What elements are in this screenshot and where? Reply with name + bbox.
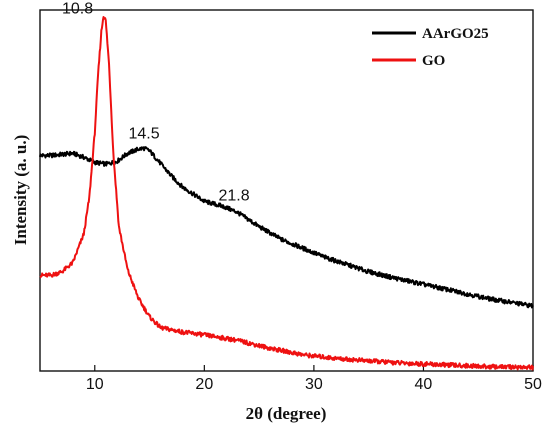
x-axis-title: 2θ (degree) bbox=[246, 404, 327, 423]
x-tick-label: 50 bbox=[524, 376, 542, 393]
peak-label: 21.8 bbox=[218, 188, 249, 205]
plot-frame bbox=[39, 9, 534, 372]
legend-label-go: GO bbox=[422, 53, 445, 69]
peak-label: 14.5 bbox=[129, 125, 160, 142]
x-tick-label: 40 bbox=[415, 376, 433, 393]
legend: AArGO25 GO bbox=[372, 26, 489, 69]
x-tick-label: 20 bbox=[195, 376, 213, 393]
x-tick-label: 10 bbox=[86, 376, 104, 393]
peak-annotations: 10.8 14.5 21.8 bbox=[62, 0, 250, 204]
series-lines bbox=[39, 15, 534, 371]
peak-label: 10.8 bbox=[62, 0, 93, 17]
legend-label-aargo25: AArGO25 bbox=[422, 26, 489, 42]
y-axis-title: Intensity (a. u.) bbox=[11, 135, 30, 246]
x-axis-ticks: 10 20 30 40 50 bbox=[86, 365, 542, 393]
series-line-go bbox=[39, 15, 534, 371]
series-line-aargo25 bbox=[39, 146, 534, 309]
x-tick-label: 30 bbox=[305, 376, 323, 393]
